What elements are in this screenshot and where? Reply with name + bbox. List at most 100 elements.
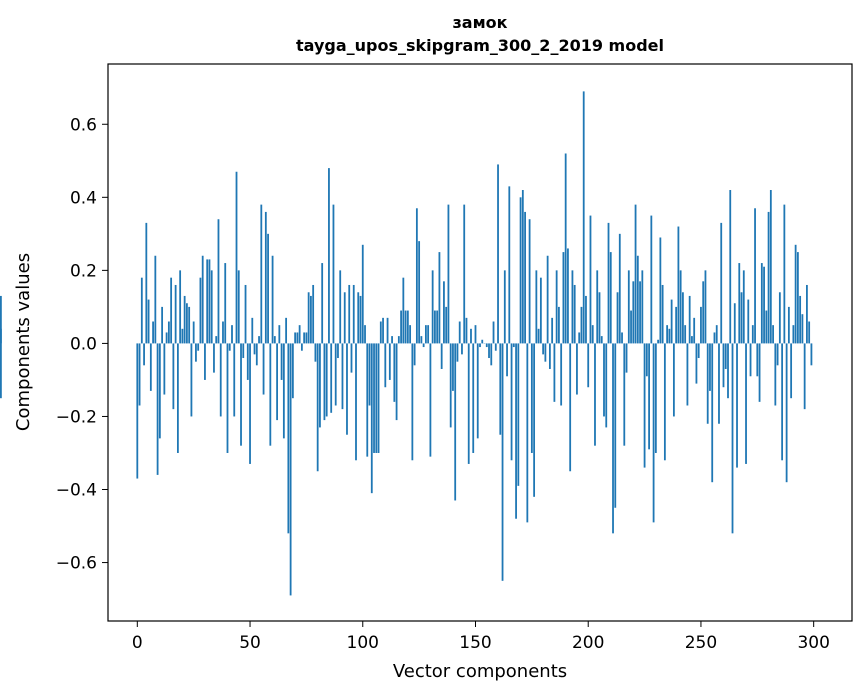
- bar-82: [321, 263, 324, 344]
- bar-76: [307, 292, 310, 344]
- chart-title: замок: [452, 13, 507, 32]
- y-tick-label: −0.4: [56, 481, 97, 501]
- bar-266: [736, 343, 738, 468]
- bar-79: [314, 343, 317, 362]
- bar-233: [661, 284, 664, 344]
- bar-86: [330, 343, 333, 413]
- bar-138: [447, 204, 450, 344]
- bar-179: [539, 277, 542, 344]
- bar-39: [224, 263, 227, 344]
- x-axis-label: Vector components: [393, 661, 567, 682]
- bar-271: [747, 299, 750, 344]
- bar-193: [571, 270, 574, 344]
- bar-5: [147, 299, 150, 344]
- bar-258: [718, 343, 720, 424]
- bar-157: [490, 343, 493, 366]
- chart-subtitle: tayga_upos_skipgram_300_2_2019 model: [296, 36, 664, 55]
- bar-186: [555, 270, 558, 344]
- bar-189: [562, 252, 565, 344]
- bar-24: [190, 343, 193, 417]
- bar-31: [206, 259, 209, 344]
- bar-116: [397, 336, 400, 344]
- bar-38: [222, 321, 224, 344]
- bar-284: [776, 343, 779, 366]
- bar-177: [535, 270, 538, 344]
- bar-41: [228, 343, 231, 351]
- bar-252: [704, 270, 707, 344]
- bar-268: [740, 292, 743, 344]
- bar-236: [668, 328, 671, 344]
- bar-42: [231, 325, 233, 344]
- bar-175: [530, 343, 533, 453]
- bar-67: [287, 343, 290, 534]
- bar-232: [659, 237, 662, 344]
- bar-287: [783, 204, 786, 344]
- bar-23: [188, 306, 191, 344]
- bar-132: [434, 310, 436, 344]
- bar-247: [693, 317, 696, 344]
- bar-18: [176, 343, 179, 453]
- bar-102: [366, 343, 369, 457]
- bar-69: [291, 343, 294, 399]
- bar-53: [255, 343, 258, 366]
- bar-112: [388, 343, 391, 380]
- y-tick-label: 0.6: [70, 115, 97, 135]
- bar-221: [634, 204, 637, 344]
- bar-286: [781, 343, 784, 461]
- bar-100: [361, 244, 364, 344]
- bar-289: [787, 306, 790, 344]
- bar-217: [625, 343, 628, 373]
- bar-219: [630, 310, 632, 344]
- bar-159: [494, 343, 497, 351]
- bar-211: [612, 343, 614, 534]
- bar-262: [727, 343, 729, 399]
- bar-168: [515, 343, 517, 519]
- bar-32: [208, 259, 211, 344]
- bar-124: [415, 208, 418, 344]
- bar-114: [393, 343, 396, 402]
- bar-141: [454, 343, 457, 501]
- bar-158: [492, 321, 495, 344]
- bar-145: [463, 204, 466, 344]
- bar-244: [686, 343, 689, 406]
- bar-226: [645, 343, 648, 377]
- bar-283: [774, 343, 777, 406]
- bar-75: [305, 332, 308, 344]
- bar-2: [140, 277, 143, 344]
- bar-285: [778, 292, 781, 344]
- bar-94: [348, 284, 351, 344]
- bar-194: [573, 284, 576, 344]
- bar-224: [641, 270, 644, 344]
- bar-291: [792, 325, 795, 344]
- x-tick-label: 300: [797, 633, 829, 653]
- x-axis-ticks: 0 50 100 150 200 250 300: [132, 621, 830, 653]
- bar-246: [691, 336, 693, 344]
- bar-137: [445, 306, 448, 344]
- bar-9: [156, 343, 159, 475]
- bar-62: [276, 343, 278, 421]
- bar-149: [472, 343, 475, 453]
- bar-87: [332, 204, 335, 344]
- bar-8: [154, 255, 157, 344]
- bar-259: [720, 222, 723, 344]
- bar-29: [201, 255, 204, 344]
- bar-30: [204, 343, 206, 380]
- bar-198: [582, 91, 585, 344]
- bar-128: [424, 325, 427, 344]
- bar-152: [479, 343, 481, 348]
- bar-119: [404, 310, 407, 344]
- bar-4: [145, 222, 148, 344]
- bar-160: [497, 164, 499, 344]
- bar-187: [558, 306, 560, 344]
- bar-113: [391, 336, 393, 344]
- bar-49: [246, 343, 249, 380]
- bar-197: [580, 306, 583, 344]
- bar-130: [429, 343, 432, 457]
- bar-143: [458, 321, 461, 344]
- bar-153: [481, 339, 484, 344]
- bar-216: [623, 343, 626, 446]
- bar-36: [217, 219, 220, 344]
- bar-172: [524, 211, 526, 344]
- bar-204: [596, 270, 599, 344]
